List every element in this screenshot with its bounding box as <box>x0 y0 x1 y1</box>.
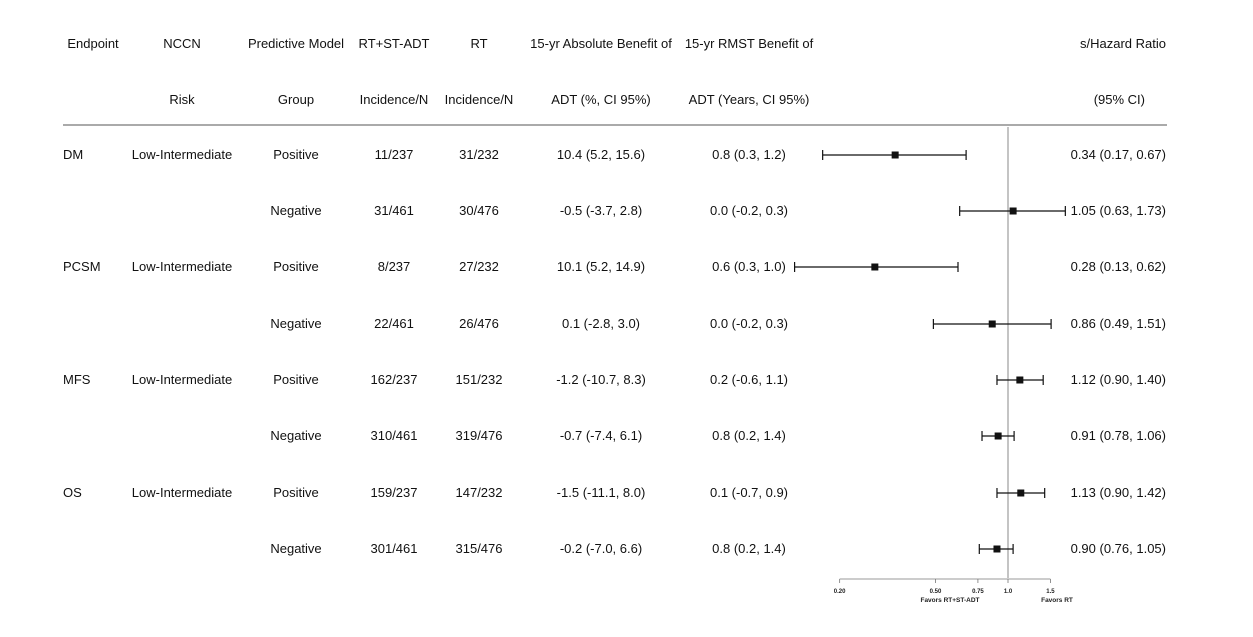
cell-rt: 27/232 <box>459 259 499 274</box>
cell-absolute-benefit: 10.4 (5.2, 15.6) <box>556 147 646 162</box>
point-estimate <box>1017 489 1025 497</box>
cell-absolute-benefit: 10.1 (5.2, 14.9) <box>556 259 646 274</box>
cell-hazard-ratio: 0.90 (0.76, 1.05) <box>1070 541 1166 556</box>
cell-nccn-risk: Low-Intermediate <box>131 259 233 274</box>
cell-rmst-benefit: 0.8 (0.3, 1.2) <box>712 147 786 162</box>
cell-rt: 30/476 <box>459 203 499 218</box>
cell-rmst-benefit: 0.0 (-0.2, 0.3) <box>709 316 789 331</box>
header-hazard-ratio: s/Hazard Ratio <box>1080 36 1166 51</box>
cell-rtadt: 301/461 <box>370 541 418 556</box>
header-hr-ci: (95% CI) <box>1093 92 1145 107</box>
cell-nccn-risk: Low-Intermediate <box>131 485 233 500</box>
cell-hazard-ratio: 0.34 (0.17, 0.67) <box>1070 147 1166 162</box>
cell-rt: 319/476 <box>455 428 503 443</box>
cell-rmst-benefit: 0.2 (-0.6, 1.1) <box>709 372 789 387</box>
cell-rt: 151/232 <box>455 372 503 387</box>
cell-group: Negative <box>270 316 322 331</box>
cell-hazard-ratio: 1.13 (0.90, 1.42) <box>1070 485 1166 500</box>
cell-rt: 26/476 <box>459 316 499 331</box>
cell-group: Positive <box>273 485 319 500</box>
x-tick-label: 0.75 <box>972 589 984 595</box>
cell-nccn-risk: Low-Intermediate <box>131 147 233 162</box>
header-group: Group <box>277 92 315 107</box>
favors-left-label: Favors RT+ST-ADT <box>920 597 979 604</box>
cell-rt: 31/232 <box>459 147 499 162</box>
cell-group: Positive <box>273 372 319 387</box>
cell-rmst-benefit: 0.6 (0.3, 1.0) <box>712 259 786 274</box>
cell-rtadt: 22/461 <box>374 316 414 331</box>
point-estimate <box>871 263 879 271</box>
header-nccn: NCCN <box>163 36 201 51</box>
header-rtadt-incidence: Incidence/N <box>359 92 429 107</box>
cell-endpoint: DM <box>63 147 84 162</box>
cell-absolute-benefit: -1.2 (-10.7, 8.3) <box>556 372 646 387</box>
cell-hazard-ratio: 0.28 (0.13, 0.62) <box>1070 259 1166 274</box>
cell-rtadt: 159/237 <box>370 485 418 500</box>
cell-rtadt: 162/237 <box>370 372 418 387</box>
header-endpoint: Endpoint <box>67 36 119 51</box>
point-estimate <box>1009 207 1017 215</box>
x-tick-label: 1.5 <box>1046 589 1055 595</box>
cell-absolute-benefit: -0.5 (-3.7, 2.8) <box>559 203 643 218</box>
cell-absolute-benefit: 0.1 (-2.8, 3.0) <box>561 316 641 331</box>
point-estimate <box>1016 376 1024 384</box>
cell-absolute-benefit: -0.7 (-7.4, 6.1) <box>559 428 643 443</box>
cell-endpoint: OS <box>63 485 82 500</box>
header-rmst-ci: ADT (Years, CI 95%) <box>688 92 810 107</box>
point-estimate <box>988 320 996 328</box>
cell-hazard-ratio: 1.05 (0.63, 1.73) <box>1070 203 1166 218</box>
cell-rmst-benefit: 0.0 (-0.2, 0.3) <box>709 203 789 218</box>
cell-group: Positive <box>273 259 319 274</box>
cell-absolute-benefit: -0.2 (-7.0, 6.6) <box>559 541 643 556</box>
point-estimate <box>994 432 1002 440</box>
point-estimate <box>891 151 899 159</box>
cell-absolute-benefit: -1.5 (-11.1, 8.0) <box>556 485 646 500</box>
header-absolute-ci: ADT (%, CI 95%) <box>551 92 651 107</box>
cell-nccn-risk: Low-Intermediate <box>131 372 233 387</box>
cell-rt: 315/476 <box>455 541 503 556</box>
header-absolute-benefit: 15-yr Absolute Benefit of <box>530 36 672 51</box>
favors-right-label: Favors RT <box>1041 597 1073 604</box>
cell-endpoint: PCSM <box>63 259 101 274</box>
header-nccn-risk: Risk <box>169 92 195 107</box>
cell-rmst-benefit: 0.1 (-0.7, 0.9) <box>709 485 789 500</box>
cell-group: Negative <box>270 428 322 443</box>
cell-rtadt: 310/461 <box>370 428 418 443</box>
point-estimate <box>993 545 1001 553</box>
cell-rtadt: 31/461 <box>374 203 414 218</box>
cell-endpoint: MFS <box>63 372 91 387</box>
cell-rt: 147/232 <box>455 485 503 500</box>
header-rtadt: RT+ST-ADT <box>358 36 430 51</box>
x-tick-label: 0.20 <box>834 589 846 595</box>
x-tick-label: 1.0 <box>1004 589 1013 595</box>
header-rt: RT <box>470 36 488 51</box>
cell-group: Negative <box>270 541 322 556</box>
cell-hazard-ratio: 1.12 (0.90, 1.40) <box>1070 372 1166 387</box>
cell-group: Negative <box>270 203 322 218</box>
cell-group: Positive <box>273 147 319 162</box>
cell-rmst-benefit: 0.8 (0.2, 1.4) <box>712 428 786 443</box>
cell-hazard-ratio: 0.86 (0.49, 1.51) <box>1070 316 1166 331</box>
cell-hazard-ratio: 0.91 (0.78, 1.06) <box>1070 428 1166 443</box>
header-predictive-model: Predictive Model <box>247 36 345 51</box>
cell-rmst-benefit: 0.8 (0.2, 1.4) <box>712 541 786 556</box>
cell-rtadt: 8/237 <box>377 259 411 274</box>
x-tick-label: 0.50 <box>930 589 942 595</box>
header-rmst-benefit: 15-yr RMST Benefit of <box>684 36 814 51</box>
cell-rtadt: 11/237 <box>374 147 414 162</box>
header-rt-incidence: Incidence/N <box>444 92 514 107</box>
